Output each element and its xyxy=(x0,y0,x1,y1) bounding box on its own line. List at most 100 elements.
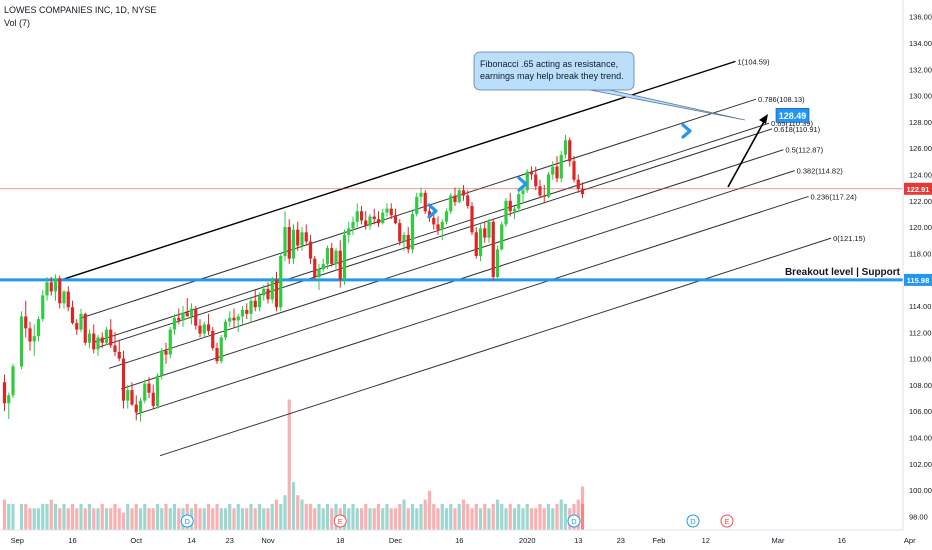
candle-body xyxy=(138,400,143,413)
volume-bar xyxy=(211,508,215,530)
volume-bar xyxy=(402,499,406,530)
callout-box xyxy=(473,51,635,91)
volume-bar xyxy=(79,503,83,530)
volume-bar xyxy=(194,503,198,530)
x-tick-label: 2020 xyxy=(519,536,536,545)
volume-bar xyxy=(117,508,121,530)
volume-bar xyxy=(508,503,512,530)
candle-body xyxy=(478,228,483,256)
y-tick-label: 136.00 xyxy=(909,13,932,22)
y-tick-label: 122.00 xyxy=(909,197,932,206)
candle-body xyxy=(253,300,257,308)
candle-body xyxy=(300,232,304,246)
volume-bar xyxy=(580,503,585,530)
volume-bar xyxy=(70,503,75,530)
volume-bar xyxy=(164,503,168,530)
y-tick-label: 134.00 xyxy=(909,39,932,48)
candle-body xyxy=(11,366,15,396)
y-tick-label: 130.00 xyxy=(909,92,932,101)
candle-body xyxy=(147,383,151,393)
target-price-tag xyxy=(776,108,809,123)
fib-level-line xyxy=(108,149,784,369)
candle-body xyxy=(19,316,24,367)
volume-bar xyxy=(266,508,270,530)
volume-bar xyxy=(466,503,470,530)
candle-body xyxy=(517,194,521,209)
volume-bar xyxy=(359,508,364,530)
volume-bar xyxy=(96,508,100,530)
y-tick-label: 104.00 xyxy=(909,433,932,442)
callout-text: Fibonacci .65 acting as resistance, xyxy=(480,59,618,69)
volume-bar xyxy=(491,503,495,530)
volume-bar xyxy=(121,512,126,530)
volume-bar xyxy=(495,499,500,530)
candle-body xyxy=(87,333,92,343)
volume-bar xyxy=(126,503,130,530)
y-tick-label: 102.00 xyxy=(909,460,932,469)
volume-bar xyxy=(215,503,219,530)
candle-body xyxy=(151,392,155,406)
candle-body xyxy=(240,309,245,317)
candle-body xyxy=(270,279,274,300)
y-tick-label: 114.00 xyxy=(909,302,931,311)
candle-body xyxy=(419,192,423,197)
y-tick-label: 132.00 xyxy=(909,65,932,74)
candle-body xyxy=(28,328,32,342)
candle-body xyxy=(466,195,470,207)
price-tag-label: 122.91 xyxy=(907,185,930,194)
candle-body xyxy=(45,282,49,296)
candle-body xyxy=(538,186,542,196)
candle-body xyxy=(313,258,317,278)
candle-body xyxy=(368,216,372,226)
candle-body xyxy=(372,216,376,220)
volume-bar xyxy=(232,508,236,530)
volume-bar xyxy=(198,508,202,530)
volume-bar xyxy=(100,503,104,530)
volume-bar xyxy=(538,503,542,530)
volume-bar xyxy=(355,508,359,530)
volume-bar xyxy=(36,508,41,530)
x-tick-label: 23 xyxy=(617,536,625,545)
volume-bar xyxy=(351,503,355,530)
volume-bar xyxy=(270,503,274,530)
event-marker-label: D xyxy=(185,517,191,526)
chevron-marker-icon xyxy=(681,123,692,139)
candle-body xyxy=(402,234,406,242)
volume-bar xyxy=(423,499,427,530)
callout-text: earnings may help break they trend. xyxy=(480,71,624,81)
candle-body xyxy=(83,313,87,343)
volume-bar xyxy=(512,508,517,530)
volume-bar xyxy=(249,503,253,530)
volume-bar xyxy=(427,490,432,530)
candle-body xyxy=(555,166,559,179)
volume-bar xyxy=(313,508,317,530)
volume-indicator-label: Vol (7) xyxy=(4,18,31,28)
fib-level-label: 0.382(114.82) xyxy=(797,167,844,176)
volume-bar xyxy=(32,508,36,530)
volume-bar xyxy=(130,508,134,530)
candle-body xyxy=(385,208,389,213)
projection-arrow-line xyxy=(727,117,767,188)
candle-body xyxy=(432,217,436,225)
y-tick-label: 100.00 xyxy=(909,486,932,495)
candle-body xyxy=(359,211,364,221)
candle-body xyxy=(436,224,440,230)
volume-bar xyxy=(487,508,491,530)
candle-body xyxy=(104,329,109,343)
volume-bar xyxy=(444,508,449,530)
volume-bar xyxy=(376,503,381,530)
candle-body xyxy=(342,234,347,280)
fib-level-label: 0(121.15) xyxy=(833,234,866,243)
candle-body xyxy=(563,140,568,155)
candle-body xyxy=(491,221,495,278)
volume-bar xyxy=(45,503,49,530)
volume-bar xyxy=(172,503,177,530)
volume-bar xyxy=(202,508,206,530)
volume-bar xyxy=(555,503,559,530)
event-marker-label: D xyxy=(571,517,577,526)
volume-bar xyxy=(529,508,534,530)
candle-body xyxy=(121,358,126,401)
candle-body xyxy=(279,255,283,308)
volume-bar xyxy=(283,495,287,530)
